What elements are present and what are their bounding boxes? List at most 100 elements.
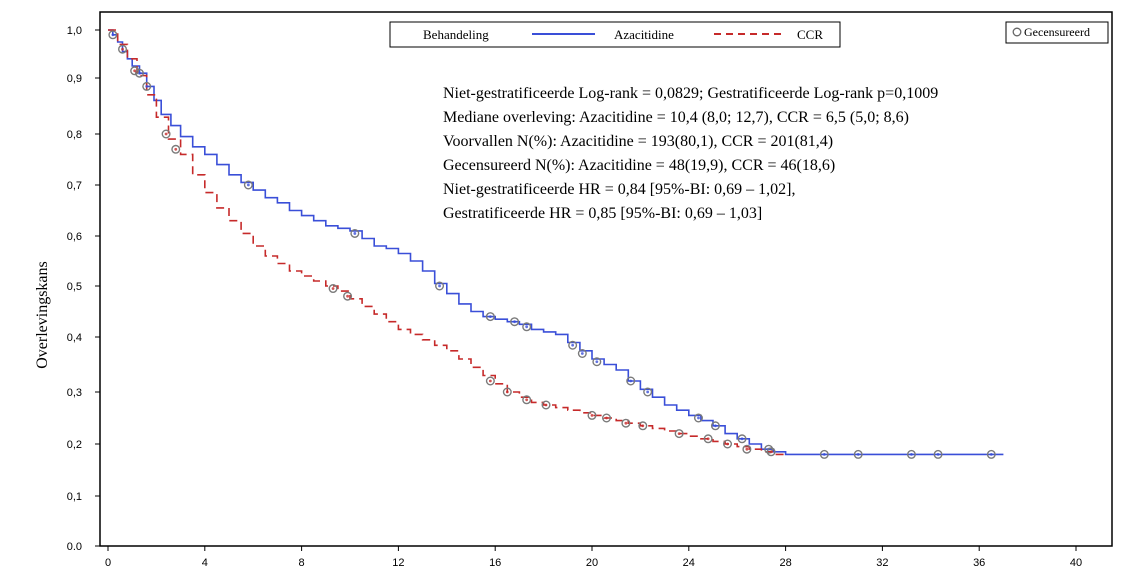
censor-marker-dot [544, 403, 548, 407]
plot-frame [99, 11, 1113, 547]
censor-marker-dot [590, 414, 594, 417]
y-tick-label: 0,5 [67, 281, 82, 293]
censor-marker-azacitidine [693, 413, 703, 423]
y-tick-label: 0,6 [67, 231, 82, 243]
censor-marker-dot [133, 69, 137, 73]
x-tick-label: 8 [299, 557, 305, 569]
censor-marker-ccr [343, 291, 353, 301]
series-layer [108, 29, 1004, 456]
censor-marker-azacitidine [906, 449, 916, 459]
censor-marker-dot [525, 398, 529, 402]
censor-marker-dot [353, 232, 357, 235]
censor-marker-dot [624, 421, 628, 425]
legend-title: Behandeling [423, 27, 489, 42]
censor-marker-dot [513, 320, 516, 324]
x-tick-label: 16 [489, 557, 501, 569]
legend-ccr-label: CCR [797, 27, 823, 42]
censor-layer [108, 30, 996, 459]
censor-marker-ccr [602, 413, 612, 423]
y-tick-label: 0,3 [67, 387, 82, 399]
censor-marker-azacitidine [243, 180, 253, 190]
censor-marker-dot [769, 450, 773, 454]
stat-line-censored: Gecensureerd N(%): Azacitidine = 48(19,9… [443, 157, 835, 174]
censor-marker-ccr [723, 439, 733, 449]
censor-marker-dot [121, 47, 124, 51]
censor-marker-ccr [703, 434, 713, 444]
censor-marker-dot [164, 132, 168, 136]
censor-marker-dot [822, 453, 826, 456]
y-tick-label: 0,8 [67, 129, 82, 141]
x-tick-label: 12 [392, 557, 404, 569]
censor-marker-dot [346, 294, 349, 298]
stat-line-logrank: Niet-gestratificeerde Log-rank = 0,0829;… [443, 85, 938, 102]
censor-marker-azacitidine [577, 349, 587, 359]
censor-marker-azacitidine [522, 322, 532, 332]
censor-marker-ccr [328, 284, 338, 294]
censor-marker-ccr [522, 395, 532, 405]
censor-marker-dot [989, 453, 993, 456]
censor-marker-azacitidine [592, 357, 602, 367]
x-tick-label: 32 [876, 557, 888, 569]
censor-marker-ccr [621, 418, 631, 428]
censor-marker-ccr [502, 387, 512, 397]
censor-marker-dot [595, 360, 599, 364]
censor-marker-azacitidine [435, 281, 445, 291]
censor-marker-azacitidine [764, 444, 774, 454]
censor-marker-dot [641, 424, 645, 428]
stat-line-hr-unstratified: Niet-gestratificeerde HR = 0,84 [95%-BI:… [443, 181, 795, 198]
censor-marker-dot [745, 447, 749, 451]
legend: Behandeling Azacitidine CCR [389, 21, 841, 48]
stat-line-events: Voorvallen N(%): Azacitidine = 193(80,1)… [443, 133, 833, 150]
censor-marker-azacitidine [142, 81, 152, 91]
legend-azacitidine-label: Azacitidine [614, 27, 674, 42]
censor-marker-ccr [587, 410, 597, 420]
censor-marker-dot [936, 453, 940, 456]
series-line-azacitidine [108, 29, 1004, 456]
censor-marker-dot [145, 85, 149, 88]
censor-marker-dot [571, 343, 575, 347]
censor-marker-dot [525, 325, 529, 329]
censor-marker-ccr [171, 144, 181, 154]
censor-marker-dot [856, 453, 860, 456]
x-tick-label: 24 [683, 557, 695, 569]
x-tick-label: 40 [1070, 557, 1082, 569]
censor-marker-ccr [118, 44, 128, 54]
censor-marker-dot [580, 352, 584, 355]
censor-marker-dot [697, 416, 700, 420]
y-axis: 0.0 0,1 0,2 0,3 0,4 0,5 0,6 0,7 0,8 0,9 1,0 [67, 25, 100, 553]
censor-marker-dot [629, 379, 633, 383]
censor-marker-azacitidine [710, 421, 720, 431]
x-tick-label: 20 [586, 557, 598, 569]
censor-marker-dot [488, 315, 492, 318]
y-tick-label: 0,9 [67, 73, 82, 85]
y-tick-label: 0.0 [67, 541, 82, 553]
censor-marker-ccr [742, 444, 752, 454]
censor-marker-dot [706, 437, 710, 441]
y-tick-label: 0,4 [67, 332, 82, 344]
censor-marker-dot [488, 379, 492, 383]
censor-marker-ccr [674, 429, 684, 439]
censor-marker-azacitidine [853, 449, 863, 459]
censor-marker-azacitidine [568, 340, 578, 350]
y-tick-label: 0,2 [67, 439, 82, 451]
censor-marker-azacitidine [485, 312, 495, 322]
censor-marker-ccr [541, 400, 551, 410]
censor-marker-dot [438, 284, 441, 288]
censor-marker-dot [505, 390, 509, 394]
censor-marker-ccr [485, 376, 495, 386]
censor-marker-dot [726, 442, 729, 446]
x-tick-label: 36 [973, 557, 985, 569]
censor-marker-azacitidine [643, 387, 653, 397]
y-tick-label: 1,0 [67, 25, 82, 37]
censor-marker-dot [740, 437, 744, 441]
stat-line-median: Mediane overleving: Azacitidine = 10,4 (… [443, 109, 909, 126]
censor-marker-azacitidine [737, 434, 747, 444]
censor-marker-azacitidine [108, 30, 118, 40]
censor-marker-dot [111, 33, 115, 37]
censor-marker-dot [677, 432, 681, 435]
stats-annotation: Niet-gestratificeerde Log-rank = 0,0829;… [443, 85, 938, 222]
censor-legend-label: Gecensureerd [1024, 25, 1090, 39]
y-tick-label: 0,7 [67, 180, 82, 192]
censor-marker-dot [174, 147, 178, 151]
